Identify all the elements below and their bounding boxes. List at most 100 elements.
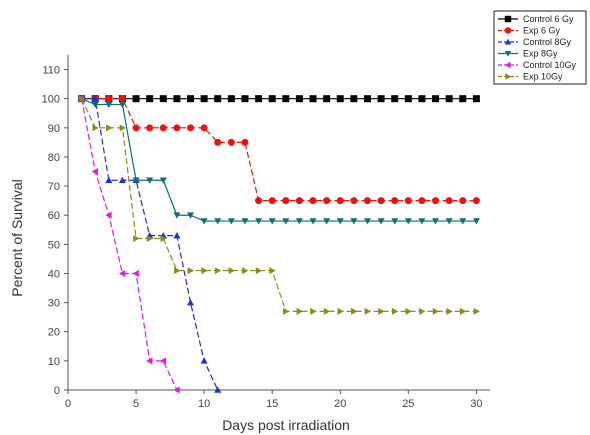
series-6 bbox=[78, 95, 480, 315]
data-point bbox=[255, 197, 263, 205]
data-point bbox=[432, 197, 440, 205]
data-point bbox=[405, 307, 412, 315]
data-point bbox=[173, 386, 180, 394]
y-tick-label: 60 bbox=[48, 210, 60, 222]
data-point bbox=[187, 95, 195, 103]
data-point bbox=[363, 95, 371, 103]
data-point bbox=[391, 307, 399, 315]
data-point bbox=[282, 95, 290, 103]
data-point bbox=[445, 218, 453, 225]
data-point bbox=[132, 269, 139, 277]
y-axis-title: Percent of Survival bbox=[9, 179, 25, 297]
data-point bbox=[146, 95, 154, 103]
data-point bbox=[227, 138, 235, 146]
y-tick-label: 50 bbox=[48, 239, 60, 251]
legend-label: Control 8Gy bbox=[523, 37, 572, 47]
series-line bbox=[81, 98, 477, 202]
data-point bbox=[404, 218, 412, 225]
data-point bbox=[214, 218, 222, 225]
legend-item: Control 10Gy bbox=[498, 60, 577, 70]
data-point bbox=[336, 95, 344, 103]
data-point bbox=[459, 95, 467, 103]
data-point bbox=[432, 307, 440, 315]
data-point bbox=[350, 218, 358, 225]
data-point bbox=[336, 197, 344, 205]
legend-marker bbox=[504, 50, 512, 57]
data-point bbox=[377, 197, 385, 205]
y-tick-label: 20 bbox=[48, 327, 60, 339]
data-point bbox=[227, 218, 235, 225]
data-point bbox=[472, 218, 480, 225]
y-tick-label: 100 bbox=[42, 94, 60, 106]
legend-marker bbox=[505, 73, 512, 80]
data-point bbox=[187, 299, 195, 306]
legend-marker bbox=[504, 61, 511, 69]
data-point bbox=[377, 218, 385, 225]
data-point bbox=[159, 177, 167, 184]
data-point bbox=[445, 95, 453, 103]
data-point bbox=[146, 177, 154, 184]
data-point bbox=[309, 197, 317, 205]
data-point bbox=[242, 267, 249, 275]
series-2 bbox=[78, 95, 480, 205]
legend-label: Exp 6 Gy bbox=[523, 26, 561, 36]
data-point bbox=[132, 124, 140, 132]
legend-label: Control 10Gy bbox=[523, 60, 577, 70]
data-point bbox=[268, 197, 276, 205]
data-point bbox=[255, 218, 263, 225]
data-point bbox=[106, 124, 113, 132]
data-point bbox=[174, 267, 181, 275]
data-point bbox=[309, 95, 317, 103]
legend-item: Exp 10Gy bbox=[498, 72, 563, 82]
data-point bbox=[391, 95, 399, 103]
data-point bbox=[295, 197, 303, 205]
series-5 bbox=[78, 95, 180, 394]
data-point bbox=[404, 95, 412, 103]
legend-label: Exp 8Gy bbox=[523, 49, 558, 59]
data-point bbox=[296, 307, 303, 315]
data-point bbox=[337, 307, 344, 315]
data-point bbox=[132, 177, 140, 184]
legend-box bbox=[493, 10, 587, 85]
data-point bbox=[132, 95, 140, 103]
x-tick-label: 30 bbox=[470, 398, 482, 410]
data-point bbox=[173, 124, 181, 132]
data-point bbox=[118, 269, 126, 277]
data-point bbox=[241, 218, 249, 225]
data-point bbox=[446, 307, 453, 315]
y-tick-label: 110 bbox=[42, 65, 60, 77]
data-point bbox=[78, 95, 86, 103]
series-1 bbox=[78, 95, 480, 103]
y-tick-label: 30 bbox=[48, 298, 60, 310]
data-point bbox=[309, 218, 317, 225]
data-point bbox=[445, 197, 453, 205]
data-point bbox=[323, 95, 331, 103]
y-tick-label: 70 bbox=[48, 181, 60, 193]
data-point bbox=[391, 218, 399, 225]
data-point bbox=[105, 95, 113, 103]
data-point bbox=[187, 212, 195, 219]
legend-marker bbox=[504, 15, 512, 23]
data-point bbox=[201, 267, 208, 275]
data-point bbox=[268, 95, 276, 103]
data-point bbox=[391, 197, 399, 205]
x-tick-label: 5 bbox=[133, 398, 139, 410]
data-point bbox=[310, 307, 317, 315]
data-point bbox=[214, 386, 222, 393]
data-point bbox=[418, 218, 426, 225]
data-point bbox=[404, 197, 412, 205]
data-point bbox=[159, 357, 167, 365]
legend-marker bbox=[504, 38, 512, 45]
data-point bbox=[187, 124, 195, 132]
data-point bbox=[364, 307, 371, 315]
x-tick-label: 10 bbox=[198, 398, 210, 410]
data-point bbox=[118, 176, 126, 184]
x-axis-title: Days post irradiation bbox=[222, 417, 350, 433]
data-point bbox=[146, 235, 154, 243]
data-point bbox=[283, 307, 290, 315]
legend-item: Exp 6 Gy bbox=[498, 26, 561, 36]
data-point bbox=[241, 138, 249, 146]
series-4 bbox=[78, 95, 480, 225]
